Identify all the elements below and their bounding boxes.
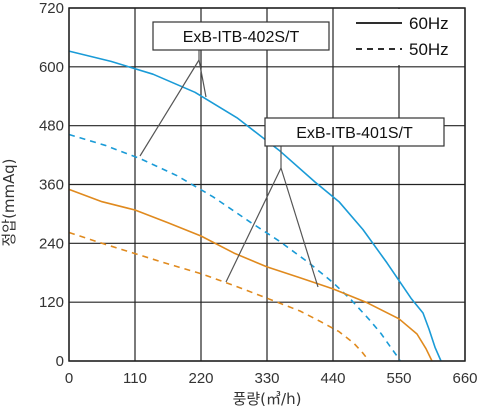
legend: 60Hz 50Hz — [334, 9, 464, 65]
x-tick-label-3: 330 — [254, 370, 279, 387]
callout-group: ExB-ITB-402S/T ExB-ITB-401S/T — [139, 21, 445, 288]
x-axis-label: 풍량(㎥/h) — [233, 390, 302, 408]
curve-group — [68, 50, 442, 362]
plot-frame — [68, 7, 466, 362]
y-tick-label-2: 240 — [39, 235, 64, 252]
callout-box-0 — [152, 21, 330, 51]
legend-label-1: 50Hz — [409, 40, 449, 59]
series-line-0 — [68, 50, 442, 362]
x-tick-label-6: 660 — [452, 370, 477, 387]
series-line-2 — [68, 188, 433, 362]
y-tick-label-5: 600 — [39, 59, 64, 76]
callout-label-1: ExB-ITB-401S/T — [296, 125, 413, 142]
plot-border — [68, 7, 466, 362]
x-tick-label-1: 110 — [123, 370, 147, 387]
callout-leader-1-0 — [225, 167, 282, 283]
legend-background — [334, 9, 464, 65]
tick-labels: 0 110 220 330 440 550 660 0 120 240 360 480 600 720 — [39, 0, 478, 387]
callout-label-0: ExB-ITB-402S/T — [183, 29, 300, 46]
series-line-3 — [68, 231, 370, 362]
x-tick-label-4: 440 — [320, 370, 345, 387]
x-tick-label-0: 0 — [65, 370, 73, 387]
legend-label-0: 60Hz — [409, 14, 449, 33]
x-tick-label-2: 220 — [188, 370, 213, 387]
callout-1: ExB-ITB-401S/T — [225, 117, 445, 288]
y-axis-label: 정압(mmAq) — [0, 158, 18, 246]
y-tick-label-1: 120 — [39, 294, 64, 311]
callout-leader-0-0 — [198, 59, 207, 98]
y-tick-label-6: 720 — [39, 0, 64, 17]
y-tick-label-4: 480 — [39, 118, 64, 135]
callout-box-1 — [264, 117, 445, 147]
callout-0: ExB-ITB-402S/T — [139, 21, 330, 157]
x-tick-label-5: 550 — [386, 370, 411, 387]
callout-leader-1-1 — [280, 167, 319, 288]
y-tick-label-0: 0 — [56, 353, 64, 370]
y-tick-label-3: 360 — [39, 177, 64, 194]
series-line-1 — [68, 133, 401, 362]
callout-leader-0-1 — [139, 59, 200, 157]
